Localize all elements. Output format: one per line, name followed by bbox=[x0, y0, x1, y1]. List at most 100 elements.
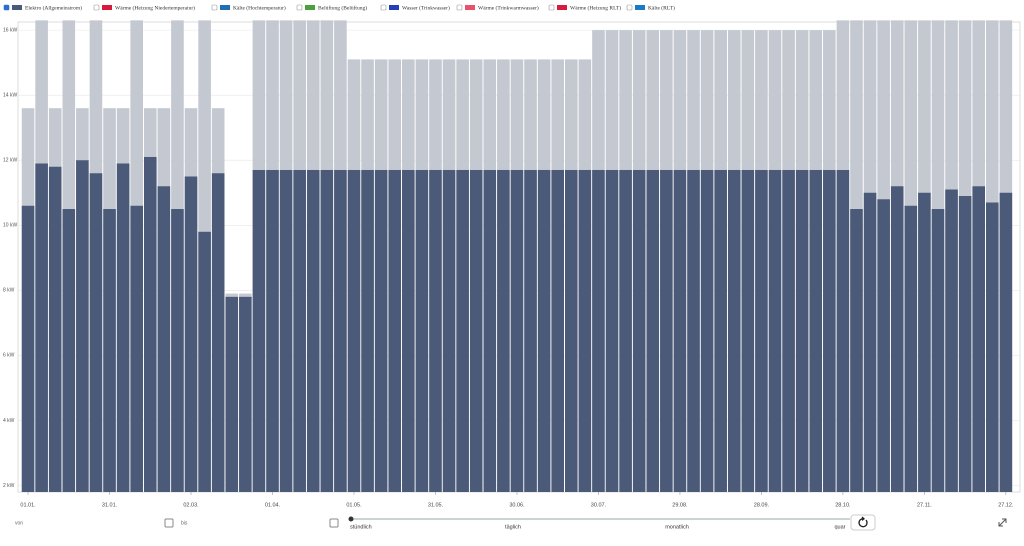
bar bbox=[619, 169, 632, 492]
reset-button[interactable] bbox=[850, 514, 876, 531]
y-tick-label: 12 kW bbox=[3, 158, 17, 164]
x-tick-label: 01.01. bbox=[20, 502, 36, 508]
y-tick-label: 14 kW bbox=[3, 93, 17, 99]
to-date-button[interactable] bbox=[329, 518, 339, 528]
bar bbox=[727, 169, 741, 492]
x-tick-label: 27.11. bbox=[917, 502, 932, 508]
legend-checkbox[interactable] bbox=[211, 4, 218, 11]
bar bbox=[347, 169, 361, 492]
y-tick-label: 10 kW bbox=[3, 223, 17, 229]
bar bbox=[836, 169, 850, 492]
bar bbox=[456, 169, 469, 492]
resolution-label[interactable]: täglich bbox=[505, 524, 521, 530]
x-tick-label: 01.05. bbox=[346, 502, 362, 508]
legend-swatch bbox=[635, 5, 645, 10]
bar bbox=[429, 169, 442, 492]
to-label: bis bbox=[181, 520, 188, 526]
bar bbox=[673, 169, 687, 492]
legend-label: Kälte (RLT) bbox=[648, 4, 675, 11]
legend-label: Belüftung (Belüftung) bbox=[318, 4, 367, 11]
bar bbox=[143, 156, 157, 492]
collapse-icon[interactable] bbox=[998, 518, 1007, 527]
bar bbox=[469, 169, 483, 492]
bar bbox=[714, 169, 727, 492]
legend-checkbox[interactable] bbox=[626, 4, 633, 11]
bar bbox=[795, 169, 809, 492]
bar bbox=[524, 169, 537, 492]
controls: von bis stündlich täglich monatlich quar bbox=[15, 514, 1007, 531]
x-tick-label: 01.04. bbox=[265, 502, 281, 508]
bar bbox=[904, 205, 918, 493]
legend-checkbox[interactable] bbox=[380, 4, 387, 11]
legend-swatch bbox=[102, 5, 112, 10]
bar bbox=[21, 205, 35, 493]
legend-checkbox[interactable] bbox=[548, 4, 555, 11]
bar bbox=[62, 209, 76, 492]
bar bbox=[497, 169, 510, 492]
resolution-label[interactable]: quar bbox=[834, 524, 845, 530]
bar bbox=[972, 186, 986, 493]
legend-checkbox[interactable] bbox=[296, 4, 303, 11]
x-tick-label: 31.05. bbox=[428, 502, 444, 508]
bar bbox=[986, 202, 999, 492]
legend-label: Elektro (Allgemeinstrom) bbox=[25, 4, 82, 11]
bar bbox=[700, 169, 714, 492]
bar bbox=[211, 173, 225, 493]
y-tick-label: 4 kW bbox=[3, 418, 15, 424]
bar bbox=[157, 186, 171, 493]
bar bbox=[958, 196, 972, 492]
bar bbox=[660, 169, 673, 492]
bar bbox=[483, 169, 497, 492]
x-tick-label: 29.08. bbox=[672, 502, 688, 508]
x-tick-label: 31.01. bbox=[102, 502, 118, 508]
bar bbox=[918, 192, 931, 493]
bar bbox=[252, 169, 266, 492]
bar bbox=[646, 169, 660, 492]
legend-swatch bbox=[389, 5, 399, 10]
bar bbox=[632, 169, 646, 492]
bar bbox=[334, 169, 347, 492]
legend-label: Wärme (Heizung RLT) bbox=[570, 4, 621, 11]
bar bbox=[48, 166, 62, 492]
bar bbox=[823, 169, 836, 492]
bar bbox=[198, 231, 211, 492]
legend-swatch bbox=[465, 5, 475, 10]
bar bbox=[279, 169, 293, 492]
bar bbox=[687, 169, 700, 492]
bar bbox=[388, 169, 402, 492]
legend-checkbox[interactable] bbox=[3, 4, 10, 11]
x-tick-label: 28.09. bbox=[754, 502, 770, 508]
from-label: von bbox=[15, 520, 23, 526]
bar bbox=[945, 189, 958, 492]
legend-checkbox[interactable] bbox=[456, 4, 463, 11]
legend-label: Kälte (Hochtemperatur) bbox=[233, 4, 286, 11]
bar bbox=[184, 176, 198, 492]
bar bbox=[442, 169, 456, 492]
bar bbox=[850, 209, 863, 492]
bar bbox=[999, 192, 1013, 493]
legend-swatch bbox=[12, 5, 22, 10]
bar bbox=[374, 169, 388, 492]
from-date-button[interactable] bbox=[164, 518, 174, 528]
bar bbox=[863, 192, 877, 493]
x-tick-label: 30.06. bbox=[509, 502, 525, 508]
x-tick-label: 27.12. bbox=[998, 502, 1014, 508]
resolution-thumb[interactable] bbox=[348, 516, 354, 522]
bar bbox=[537, 169, 551, 492]
legend-swatch bbox=[557, 5, 567, 10]
legend-swatch bbox=[220, 5, 230, 10]
legend-checkbox[interactable] bbox=[93, 4, 100, 11]
bar bbox=[741, 169, 755, 492]
bar bbox=[877, 199, 890, 493]
bar bbox=[890, 186, 904, 493]
resolution-label[interactable]: stündlich bbox=[350, 524, 372, 530]
bar bbox=[755, 169, 768, 492]
bar bbox=[103, 209, 116, 492]
bar bbox=[605, 169, 619, 492]
bar bbox=[116, 163, 130, 492]
x-tick-label: 28.10. bbox=[835, 502, 851, 508]
bar bbox=[35, 163, 48, 492]
resolution-label[interactable]: monatlich bbox=[665, 524, 689, 530]
bar bbox=[768, 169, 782, 492]
